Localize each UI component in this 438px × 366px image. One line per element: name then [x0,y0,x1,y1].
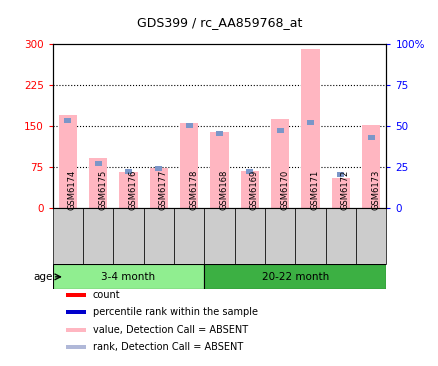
Bar [125,169,132,174]
Bar [95,161,102,166]
Bar [210,132,228,208]
Bar [240,171,258,208]
Text: 20-22 month: 20-22 month [261,272,328,282]
Bar [143,208,173,264]
Bar [295,208,325,264]
Bar [89,158,107,208]
Text: 3-4 month: 3-4 month [101,272,155,282]
Bar [155,166,162,171]
Text: GSM6174: GSM6174 [68,170,77,210]
Bar [185,123,192,128]
Text: GSM6173: GSM6173 [370,170,379,210]
Bar [66,328,86,332]
Bar [119,172,137,208]
Text: count: count [92,290,120,300]
Bar [113,208,143,264]
Bar [331,178,349,208]
Bar [234,208,265,264]
Bar [64,118,71,123]
Bar [66,293,86,297]
Bar [204,208,234,264]
Bar [306,120,313,125]
Text: percentile rank within the sample: percentile rank within the sample [92,307,257,317]
Text: GSM6178: GSM6178 [189,170,198,210]
Text: GDS399 / rc_AA859768_at: GDS399 / rc_AA859768_at [137,16,301,30]
Text: rank, Detection Call = ABSENT: rank, Detection Call = ABSENT [92,342,242,352]
Bar [53,264,204,290]
Bar [59,115,77,208]
Bar [204,264,385,290]
Text: GSM6175: GSM6175 [98,170,107,210]
Text: GSM6171: GSM6171 [310,170,319,210]
Text: GSM6168: GSM6168 [219,170,228,210]
Text: GSM6176: GSM6176 [128,170,137,210]
Bar [270,119,289,208]
Text: value, Detection Call = ABSENT: value, Detection Call = ABSENT [92,325,247,335]
Text: GSM6169: GSM6169 [249,170,258,210]
Bar [367,135,374,140]
Bar [83,208,113,264]
Bar [276,128,283,133]
Bar [336,172,343,177]
Bar [265,208,295,264]
Bar [355,208,385,264]
Text: age: age [33,272,53,282]
Bar [325,208,355,264]
Text: GSM6172: GSM6172 [340,170,349,210]
Bar [361,125,379,208]
Bar [66,345,86,349]
Text: GSM6177: GSM6177 [159,170,167,210]
Bar [53,208,83,264]
Text: GSM6170: GSM6170 [279,170,289,210]
Bar [246,169,253,174]
Bar [173,208,204,264]
Bar [149,168,168,208]
Bar [66,310,86,314]
Bar [180,123,198,208]
Bar [215,131,223,137]
Bar [301,49,319,208]
